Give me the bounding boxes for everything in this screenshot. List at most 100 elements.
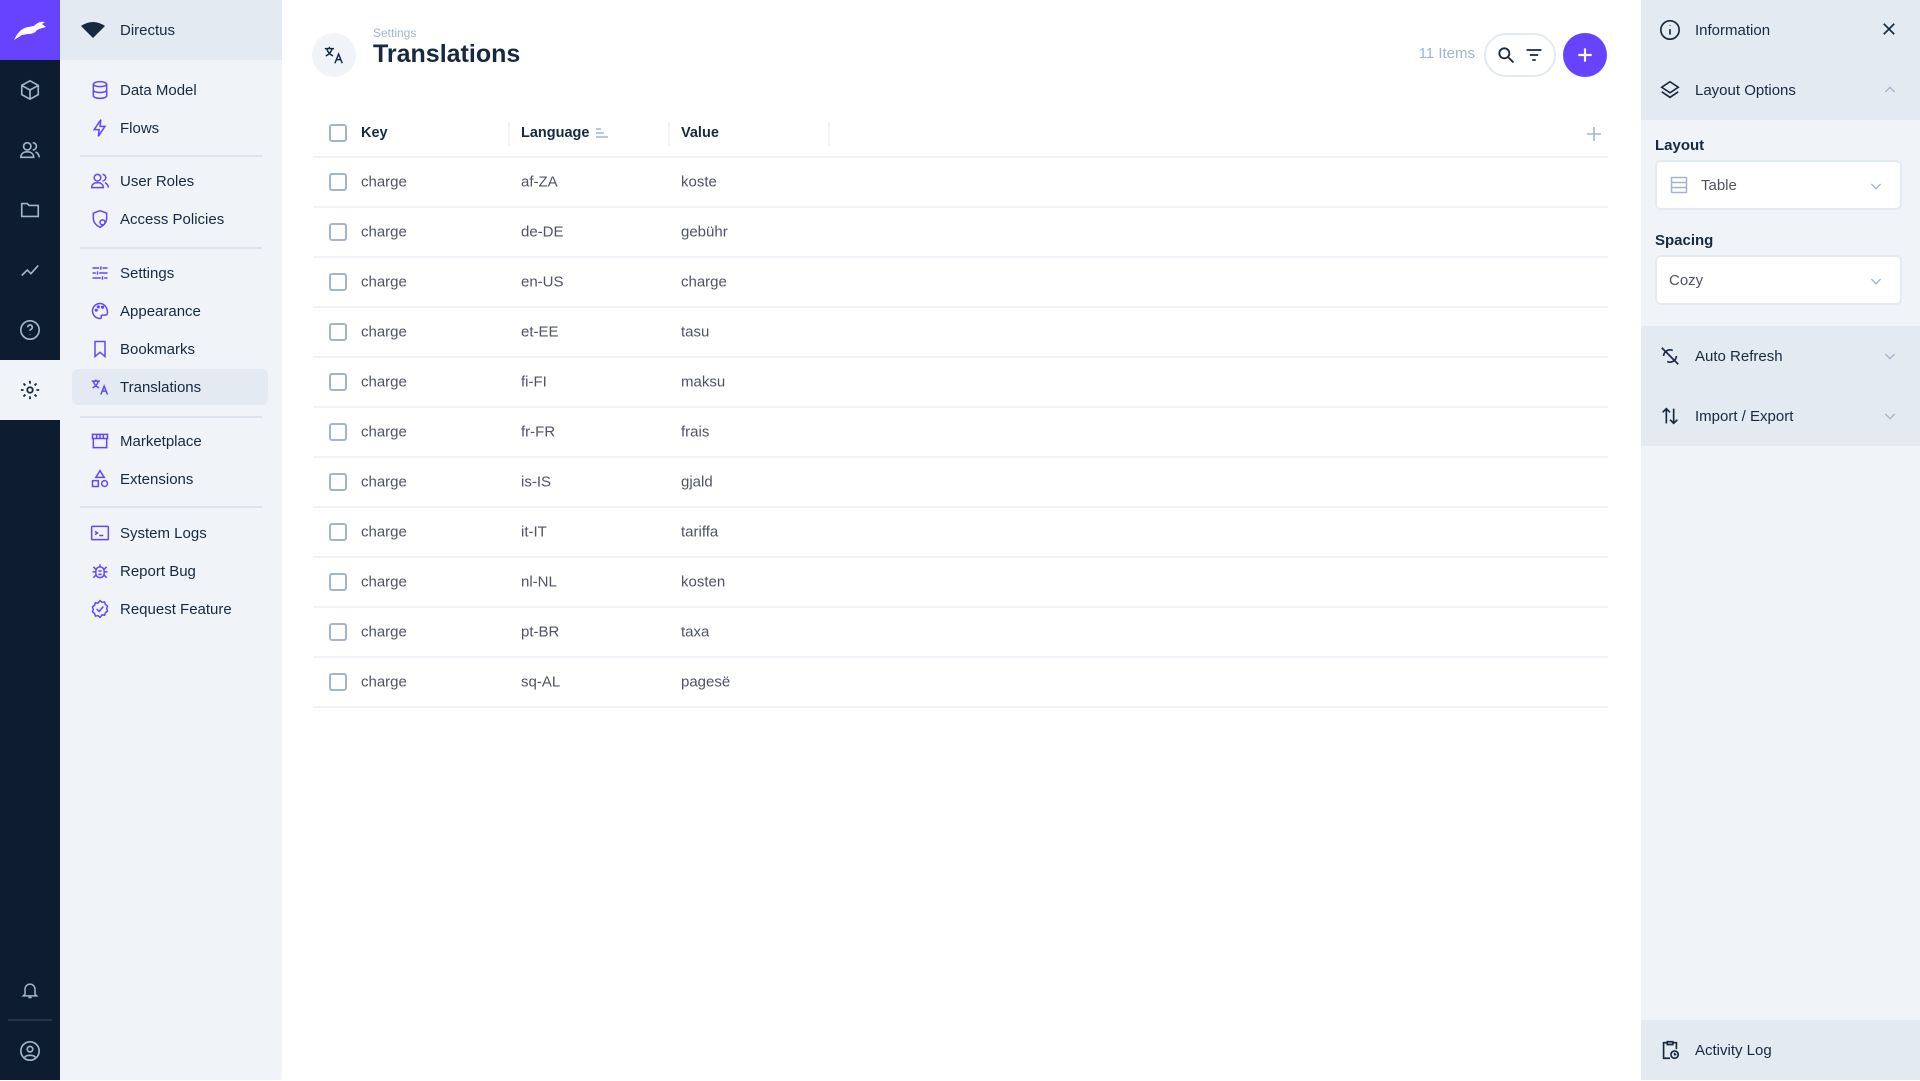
cell-key: charge [361, 523, 407, 541]
nav-item-appearance[interactable]: Appearance [72, 293, 268, 329]
users-icon [90, 173, 110, 189]
create-item-button[interactable] [1563, 33, 1607, 77]
table-row[interactable]: charge sq-AL pagesë [313, 658, 1608, 708]
nav-item-label: Data Model [120, 81, 197, 99]
spacing-select[interactable]: Cozy [1655, 255, 1902, 305]
cell-key: charge [361, 623, 407, 641]
row-checkbox[interactable] [329, 573, 347, 591]
cell-language: is-IS [521, 473, 551, 491]
sort-icon[interactable] [595, 127, 609, 139]
column-header-language[interactable]: Language [521, 125, 609, 141]
nav-item-label: Report Bug [120, 562, 196, 580]
filter-icon[interactable] [1524, 45, 1544, 65]
row-checkbox[interactable] [329, 423, 347, 441]
cell-language: af-ZA [521, 173, 558, 191]
column-header-key[interactable]: Key [361, 125, 388, 141]
users-icon [20, 141, 40, 159]
table-row[interactable]: charge en-US charge [313, 258, 1608, 308]
column-resize-handle[interactable] [668, 122, 670, 146]
nav-item-extensions[interactable]: Extensions [72, 461, 268, 497]
nav-item-flows[interactable]: Flows [72, 110, 268, 146]
import-export-section[interactable]: Import / Export [1641, 386, 1920, 446]
chevron-down-icon [1870, 183, 1882, 190]
cell-value: frais [681, 423, 710, 441]
table-row[interactable]: charge fi-FI maksu [313, 358, 1608, 408]
table-row[interactable]: charge af-ZA koste [313, 158, 1608, 208]
cell-value: maksu [681, 373, 726, 391]
nav-item-report-bug[interactable]: Report Bug [72, 553, 268, 589]
directus-logo[interactable] [0, 0, 60, 60]
table-row[interactable]: charge it-IT tariffa [313, 508, 1608, 558]
column-header-value[interactable]: Value [681, 125, 719, 141]
rail-insights[interactable] [0, 240, 60, 300]
account-icon [20, 1041, 40, 1061]
nav-item-label: Request Feature [120, 600, 232, 618]
cell-value: tariffa [681, 523, 719, 541]
row-checkbox[interactable] [329, 473, 347, 491]
nav-item-marketplace[interactable]: Marketplace [72, 423, 268, 459]
row-checkbox[interactable] [329, 523, 347, 541]
nav-item-label: Settings [120, 264, 175, 282]
table-row[interactable]: charge pt-BR taxa [313, 608, 1608, 658]
user-menu-button[interactable] [0, 1021, 60, 1081]
cell-language: et-EE [521, 323, 559, 341]
project-header[interactable]: Directus [60, 0, 282, 60]
table-row[interactable]: charge de-DE gebühr [313, 208, 1608, 258]
activity-log-section[interactable]: Activity Log [1641, 1020, 1920, 1080]
settings-navigation: Directus Data Model Flows User Roles Acc… [60, 0, 282, 1080]
table-row[interactable]: charge nl-NL kosten [313, 558, 1608, 608]
row-checkbox[interactable] [329, 323, 347, 341]
nav-divider [80, 506, 262, 508]
row-checkbox[interactable] [329, 173, 347, 191]
item-count: 11 Items [1418, 45, 1475, 62]
table-row[interactable]: charge fr-FR frais [313, 408, 1608, 458]
cell-value: charge [681, 273, 727, 291]
table-icon [1670, 176, 1688, 194]
select-all-checkbox[interactable] [329, 124, 347, 142]
close-icon[interactable] [1880, 20, 1898, 38]
rail-users[interactable] [0, 120, 60, 180]
auto-refresh-label: Auto Refresh [1695, 347, 1783, 365]
cell-language: en-US [521, 273, 564, 291]
cell-key: charge [361, 423, 407, 441]
nav-divider [80, 416, 262, 418]
cell-language: sq-AL [521, 673, 561, 691]
table-row[interactable]: charge is-IS gjald [313, 458, 1608, 508]
layout-options-section[interactable]: Layout Options [1641, 60, 1920, 120]
breadcrumb[interactable]: Settings [373, 26, 417, 40]
rail-settings[interactable] [0, 360, 60, 420]
nav-item-label: User Roles [120, 172, 195, 190]
nav-item-request-feature[interactable]: Request Feature [72, 591, 268, 627]
nav-item-user-roles[interactable]: User Roles [72, 163, 268, 199]
folder-icon [20, 202, 40, 218]
column-resize-handle[interactable] [508, 122, 510, 146]
information-section[interactable]: Information [1641, 0, 1920, 60]
layout-options-label: Layout Options [1695, 81, 1796, 99]
row-checkbox[interactable] [329, 623, 347, 641]
column-resize-handle[interactable] [828, 122, 830, 146]
add-field-icon[interactable] [1586, 126, 1602, 142]
nav-item-access-policies[interactable]: Access Policies [72, 201, 268, 237]
search-icon[interactable] [1496, 45, 1516, 65]
terminal-icon [90, 525, 110, 541]
module-bar [0, 0, 60, 1080]
rail-content[interactable] [0, 60, 60, 120]
notifications-button[interactable] [0, 960, 60, 1020]
nav-item-bookmarks[interactable]: Bookmarks [72, 331, 268, 367]
nav-item-settings[interactable]: Settings [72, 255, 268, 291]
table-row[interactable]: charge et-EE tasu [313, 308, 1608, 358]
search-filter-bar[interactable] [1484, 33, 1556, 77]
row-checkbox[interactable] [329, 673, 347, 691]
chevron-down-icon [1870, 278, 1882, 285]
row-checkbox[interactable] [329, 223, 347, 241]
nav-item-translations[interactable]: Translations [72, 369, 268, 405]
nav-item-data-model[interactable]: Data Model [72, 72, 268, 108]
nav-item-system-logs[interactable]: System Logs [72, 515, 268, 551]
auto-refresh-section[interactable]: Auto Refresh [1641, 326, 1920, 386]
row-checkbox[interactable] [329, 373, 347, 391]
rail-files[interactable] [0, 180, 60, 240]
bolt-icon [92, 119, 107, 137]
layout-select[interactable]: Table [1655, 160, 1902, 210]
row-checkbox[interactable] [329, 273, 347, 291]
rail-help[interactable] [0, 300, 60, 360]
